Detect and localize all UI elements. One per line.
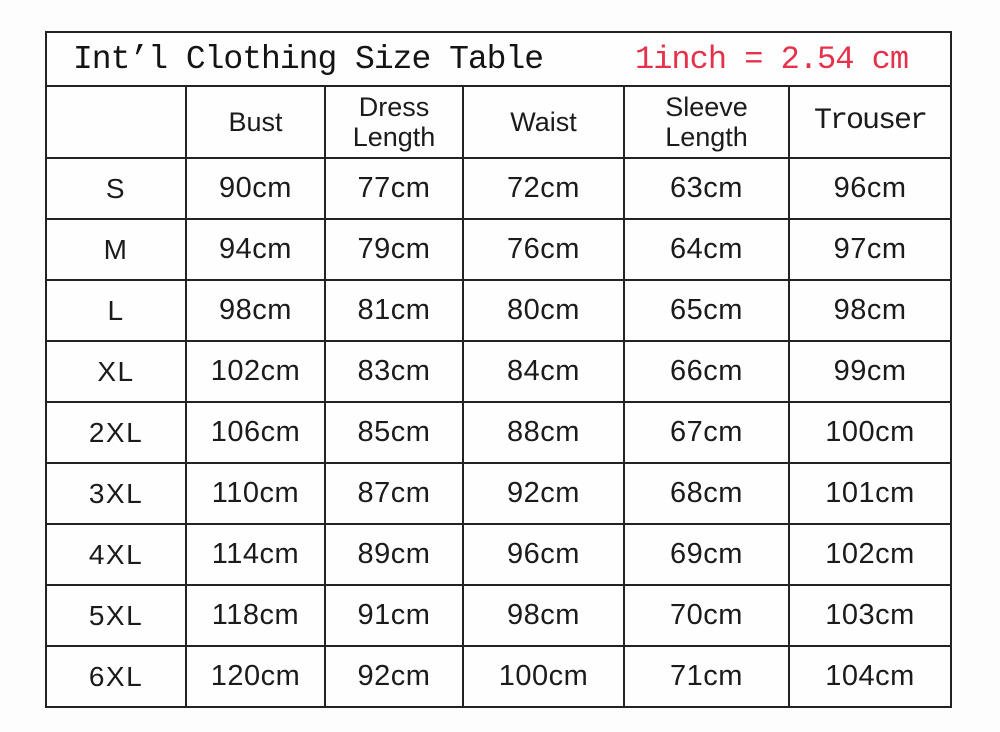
value-cell: 80cm [462,279,625,342]
table-title: Int’l Clothing Size Table [73,40,544,78]
size-label-cell: XL [45,340,187,403]
value-cell: 85cm [324,401,464,464]
table-row: S 90cm 77cm 72cm 63cm 96cm [45,157,953,220]
value-cell: 90cm [185,157,326,220]
table-row: 2XL 106cm 85cm 88cm 67cm 100cm [45,401,953,464]
title-row: Int’l Clothing Size Table 1inch = 2.54 c… [44,31,953,87]
value-cell: 118cm [185,584,326,647]
value-cell: 102cm [185,340,326,403]
conversion-note: 1inch = 2.54 cm [635,40,909,78]
value-cell: 67cm [623,401,790,464]
value-cell: 98cm [462,584,625,647]
table-row: L 98cm 81cm 80cm 65cm 98cm [45,279,953,342]
size-label-cell: 4XL [45,523,187,586]
value-cell: 65cm [623,279,790,342]
value-cell: 66cm [623,340,790,403]
column-header-bust: Bust [185,85,326,159]
value-cell: 100cm [462,645,625,708]
size-label-cell: 2XL [45,401,187,464]
value-cell: 64cm [623,218,790,281]
value-cell: 83cm [324,340,464,403]
value-cell: 99cm [787,340,953,403]
value-cell: 88cm [462,401,625,464]
column-header-waist: Waist [462,85,625,159]
table-row: 3XL 110cm 87cm 92cm 68cm 101cm [45,462,953,525]
size-label-cell: S [45,157,187,220]
size-label-cell: 3XL [45,462,187,525]
value-cell: 103cm [787,584,953,647]
size-table-body: S 90cm 77cm 72cm 63cm 96cm M 94cm 79cm 76cm 64cm 97… [45,157,953,708]
value-cell: 81cm [324,279,464,342]
header-row: Bust Dress Length Waist Sleeve Length Tr… [45,85,953,159]
value-cell: 100cm [787,401,953,464]
size-label-cell: 6XL [45,645,187,708]
value-cell: 87cm [324,462,464,525]
value-cell: 77cm [324,157,464,220]
value-cell: 68cm [623,462,790,525]
value-cell: 91cm [324,584,464,647]
value-cell: 98cm [185,279,326,342]
value-cell: 96cm [787,157,953,220]
column-header-sleeve-length: Sleeve Length [623,85,790,159]
value-cell: 63cm [623,157,790,220]
value-cell: 72cm [462,157,625,220]
size-label-cell: L [45,279,187,342]
table-row: XL 102cm 83cm 84cm 66cm 99cm [45,340,953,403]
value-cell: 104cm [787,645,953,708]
value-cell: 79cm [324,218,464,281]
table-row: 4XL 114cm 89cm 96cm 69cm 102cm [45,523,953,586]
value-cell: 84cm [462,340,625,403]
table-row: M 94cm 79cm 76cm 64cm 97cm [45,218,953,281]
value-cell: 98cm [787,279,953,342]
value-cell: 114cm [185,523,326,586]
size-label-cell: 5XL [45,584,187,647]
value-cell: 96cm [462,523,625,586]
value-cell: 106cm [185,401,326,464]
size-label-cell: M [45,218,187,281]
value-cell: 97cm [787,218,953,281]
value-cell: 110cm [185,462,326,525]
value-cell: 76cm [462,218,625,281]
corner-cell [45,85,187,159]
size-table: Int’l Clothing Size Table 1inch = 2.54 c… [44,31,953,708]
table-row: 5XL 118cm 91cm 98cm 70cm 103cm [45,584,953,647]
value-cell: 101cm [787,462,953,525]
column-header-dress-length: Dress Length [324,85,464,159]
column-header-trouser: Trouser [787,85,953,159]
value-cell: 89cm [324,523,464,586]
value-cell: 70cm [623,584,790,647]
table-row: 6XL 120cm 92cm 100cm 71cm 104cm [45,645,953,708]
value-cell: 94cm [185,218,326,281]
value-cell: 71cm [623,645,790,708]
value-cell: 92cm [462,462,625,525]
value-cell: 92cm [324,645,464,708]
title-cell: Int’l Clothing Size Table 1inch = 2.54 c… [44,31,953,87]
value-cell: 120cm [185,645,326,708]
value-cell: 102cm [787,523,953,586]
value-cell: 69cm [623,523,790,586]
